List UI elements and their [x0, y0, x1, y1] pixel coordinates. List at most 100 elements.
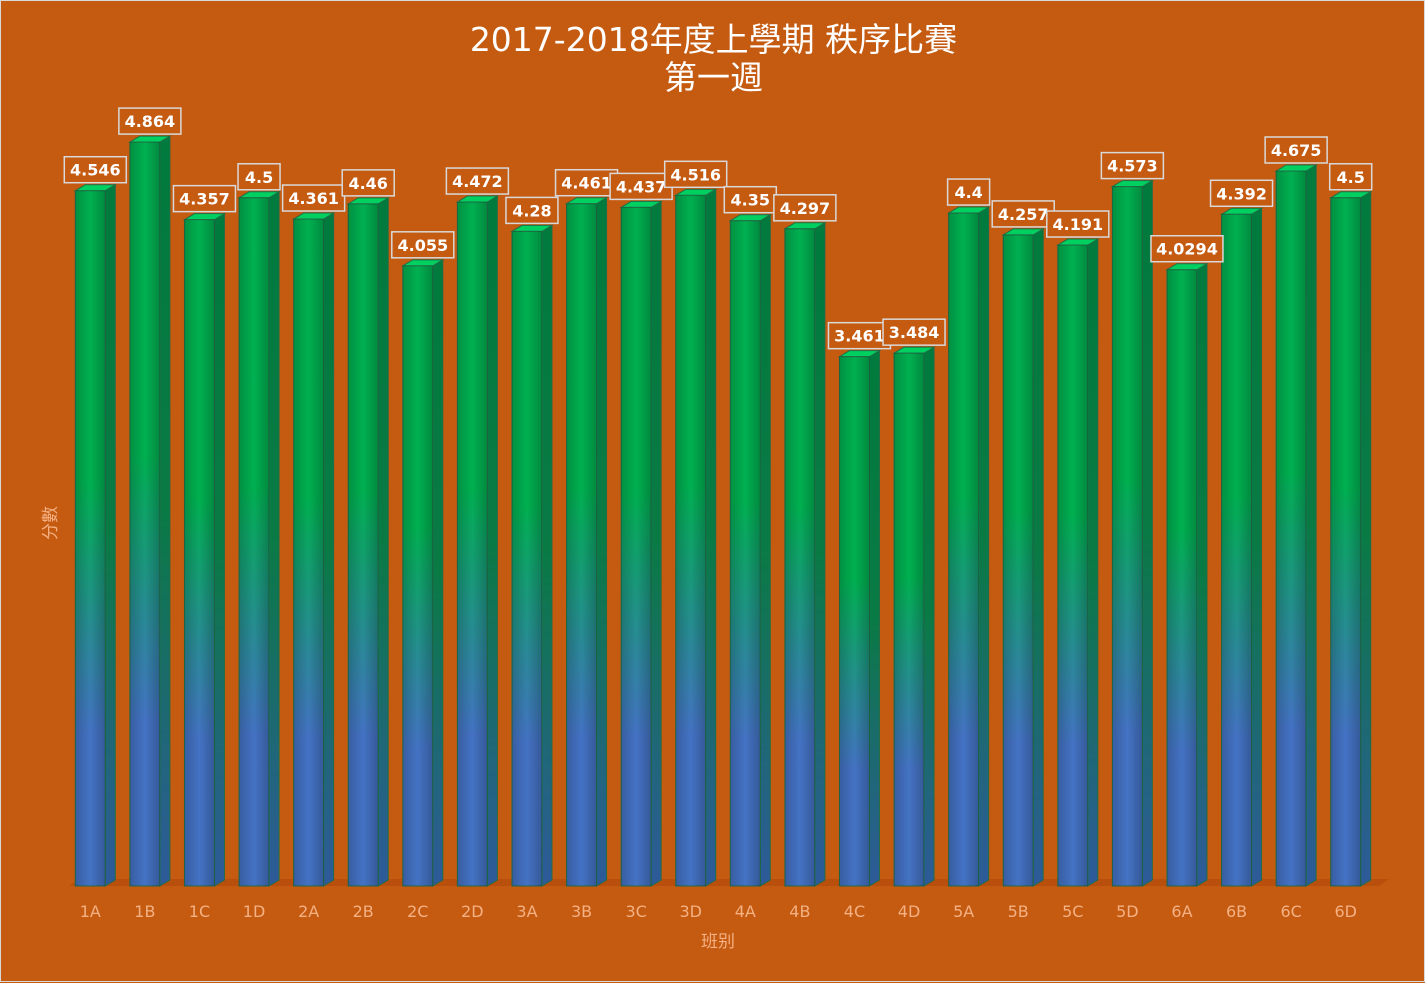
- data-label-box-4B: [773, 194, 837, 222]
- bar-side-6D: [1360, 190, 1372, 887]
- bar-side-5A: [978, 206, 990, 887]
- x-tick-label-1D: 1D: [243, 902, 266, 921]
- bar-shade-1B: [129, 142, 160, 886]
- x-tick-label-2B: 2B: [353, 902, 374, 921]
- data-label-box-5D: [1100, 151, 1165, 180]
- data-label-value-1A: 4.546: [70, 161, 121, 180]
- x-tick-label-4D: 4D: [898, 902, 921, 921]
- x-tick-label-4C: 4C: [844, 902, 865, 921]
- data-label-5B: 4.257: [991, 200, 1055, 228]
- data-label-1B: 4.864: [118, 107, 182, 135]
- bar-3B: [564, 196, 609, 887]
- bar-4B: [783, 221, 827, 887]
- x-tick-label-3A: 3A: [516, 902, 537, 921]
- data-label-box-6B: [1209, 179, 1274, 208]
- x-tick-label-5A: 5A: [953, 902, 974, 921]
- data-label-2A: 4.361: [281, 184, 346, 212]
- data-label-value-6B: 4.392: [1216, 184, 1267, 203]
- bar-side-2D: [486, 195, 498, 887]
- data-label-value-2A: 4.361: [288, 189, 339, 208]
- bar-side-2B: [377, 196, 389, 887]
- data-label-value-4A: 4.35: [731, 191, 770, 210]
- bar-3A: [510, 224, 554, 887]
- bar-side-1A: [104, 183, 116, 887]
- x-tick-label-3D: 3D: [679, 902, 702, 921]
- bar-side-6B: [1251, 207, 1263, 887]
- bar-side-5C: [1087, 238, 1099, 887]
- data-label-2B: 4.46: [341, 169, 395, 197]
- data-label-value-3B: 4.461: [561, 174, 612, 193]
- bar-6C: [1274, 164, 1318, 887]
- data-label-1D: 4.5: [237, 163, 281, 191]
- data-label-6A: 4.0294: [1150, 234, 1224, 263]
- data-label-box-2B: [341, 169, 395, 197]
- bar-shade-4D: [894, 353, 925, 886]
- bar-shade-1A: [75, 190, 106, 886]
- bar-side-4D: [923, 346, 935, 887]
- x-tick-label-6C: 6C: [1280, 902, 1301, 921]
- bar-side-1D: [268, 190, 280, 887]
- data-label-4B: 4.297: [773, 194, 837, 222]
- bar-4A: [728, 213, 773, 887]
- data-labels-layer: 4.546 4.864 4.357 4.5 4.361 4.46 4.055 4.472 4.2…: [63, 107, 1373, 350]
- bar-shade-5A: [948, 213, 979, 886]
- x-tick-label-5D: 5D: [1116, 902, 1139, 921]
- data-label-box-6A: [1150, 234, 1224, 263]
- data-label-value-6D: 4.5: [1337, 168, 1365, 187]
- data-label-value-2D: 4.472: [452, 172, 503, 191]
- data-label-value-3A: 4.28: [512, 201, 551, 220]
- data-label-3D: 4.516: [663, 160, 728, 189]
- data-label-3B: 4.461: [554, 168, 619, 197]
- chart-title: 2017-2018年度上學期 秩序比賽 第一週: [1, 21, 1425, 97]
- data-label-value-3D: 4.516: [670, 165, 721, 184]
- data-label-box-1A: [63, 155, 128, 184]
- bar-side-5B: [1032, 228, 1044, 887]
- data-label-value-2B: 4.46: [348, 174, 387, 193]
- bar-3C: [619, 200, 663, 887]
- bar-side-2C: [432, 258, 444, 887]
- data-label-box-6C: [1264, 136, 1328, 164]
- data-label-4C: 3.461: [827, 321, 892, 350]
- data-label-value-4B: 4.297: [780, 199, 831, 218]
- bar-6D: [1328, 190, 1373, 887]
- bar-side-2A: [323, 212, 335, 887]
- bar-shade-2D: [457, 202, 488, 886]
- data-label-5C: 4.191: [1046, 210, 1110, 238]
- data-label-value-1B: 4.864: [125, 112, 176, 131]
- x-tick-label-6A: 6A: [1171, 902, 1192, 921]
- data-label-2D: 4.472: [445, 167, 510, 195]
- bar-5A: [946, 206, 991, 887]
- bar-2C: [400, 258, 445, 887]
- x-tick-label-3B: 3B: [571, 902, 592, 921]
- bar-3D: [673, 188, 718, 887]
- x-tick-labels: 1A 1B 1C 1D 2A 2B 2C 2D 3A 3B 3C 3D 4A 4B 4C 4D 5A 5B 5C 5D…: [80, 902, 1357, 921]
- bar-shade-5D: [1112, 186, 1143, 887]
- data-label-value-5B: 4.257: [998, 205, 1049, 224]
- bar-shade-2A: [293, 219, 324, 886]
- bar-side-3A: [541, 224, 553, 887]
- data-label-value-5C: 4.191: [1052, 215, 1103, 234]
- x-tick-label-2A: 2A: [298, 902, 319, 921]
- bar-1D: [237, 190, 281, 887]
- bar-side-3B: [596, 196, 608, 887]
- x-axis-title: 班别: [701, 932, 735, 952]
- bar-shade-1C: [184, 219, 215, 886]
- bar-shade-3C: [621, 207, 652, 886]
- data-label-box-5B: [991, 200, 1055, 228]
- bar-5D: [1110, 179, 1155, 887]
- bar-side-3D: [705, 188, 717, 887]
- data-label-value-6C: 4.675: [1271, 141, 1322, 160]
- bars-layer: [73, 135, 1373, 887]
- data-label-6C: 4.675: [1264, 136, 1328, 164]
- data-label-box-1D: [237, 163, 281, 191]
- bar-shade-5B: [1003, 234, 1034, 886]
- x-tick-label-1C: 1C: [189, 902, 210, 921]
- bar-shade-3A: [511, 231, 542, 887]
- data-label-5D: 4.573: [1100, 151, 1165, 180]
- data-label-1A: 4.546: [63, 155, 128, 184]
- bar-shade-3D: [675, 195, 706, 887]
- bar-side-3C: [650, 200, 662, 887]
- data-label-box-5A: [946, 178, 991, 206]
- bar-shade-4A: [730, 220, 761, 887]
